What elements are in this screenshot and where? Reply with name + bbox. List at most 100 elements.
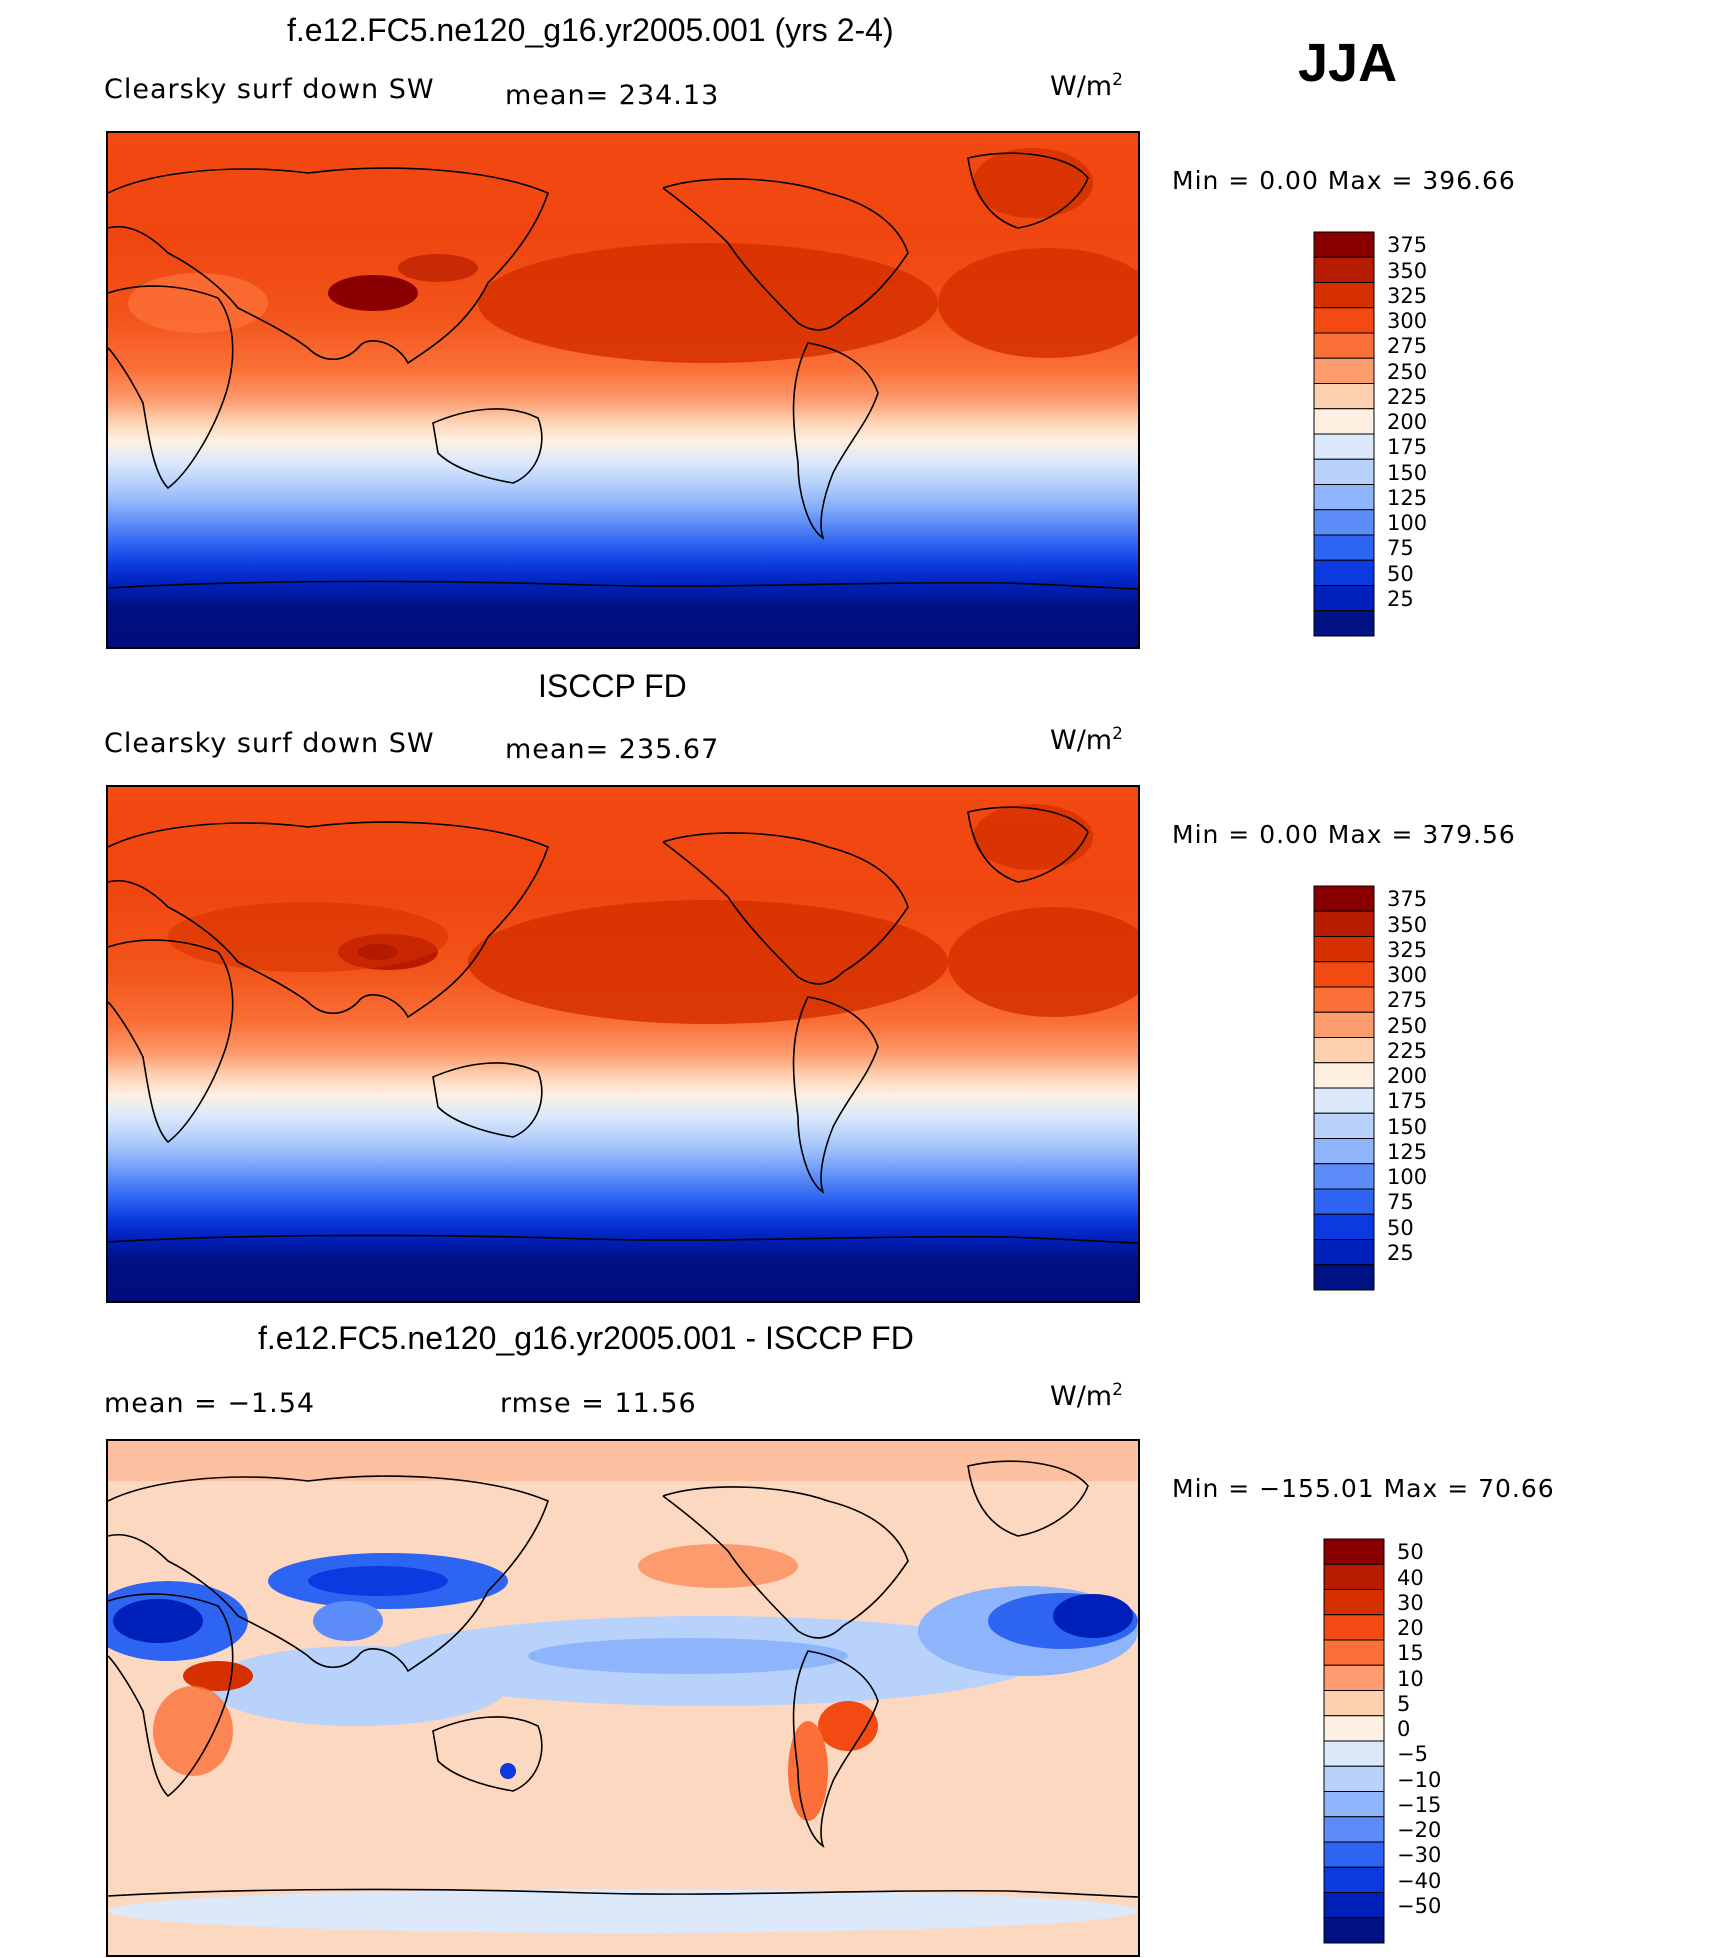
coastlines [108,1460,1138,1898]
colorbar-box [1323,1866,1385,1893]
colorbar-box [1313,1138,1375,1165]
panel3-map-svg [108,1441,1138,1955]
colorbar-label: 350 [1387,258,1428,283]
colorbar-label: 150 [1387,460,1428,485]
australia-coast [432,408,543,484]
australia-coast [432,1062,543,1138]
colorbar-label: 150 [1387,1114,1428,1139]
panel1-units: W/m2 [1050,70,1123,102]
africa-coast [108,939,234,1144]
antarctica-coast [108,1888,1138,1898]
coastlines [108,806,1138,1244]
colorbar-box [1313,307,1375,334]
colorbar-label: 350 [1387,912,1428,937]
colorbar-box [1323,1690,1385,1717]
colorbar-label: −10 [1397,1767,1442,1792]
atlantic-negative-deep [1053,1594,1133,1638]
panel3-mean: mean = −1.54 [104,1388,316,1419]
colorbar-box [1323,1791,1385,1818]
tibet-maximum [328,275,418,311]
colorbar-box [1313,509,1375,536]
field-background [108,787,1138,1301]
pacific-maximum [478,243,938,363]
colorbar-box [1313,433,1375,460]
brazil-positive [818,1701,878,1751]
colorbar-box [1313,986,1375,1013]
colorbar-box [1313,610,1375,637]
colorbar-box [1313,1062,1375,1089]
atlantic-maximum [948,907,1138,1017]
colorbar-label: 75 [1387,1190,1414,1215]
asia-negative-core [308,1566,448,1596]
greenland-maximum [973,804,1093,870]
colorbar-box [1313,383,1375,410]
panel1-map-svg [108,133,1138,647]
colorbar-box [1323,1538,1385,1565]
colorbar-label: 250 [1387,359,1428,384]
colorbar-label: 0 [1397,1717,1411,1741]
colorbar-label: 200 [1387,410,1428,434]
colorbar-box [1323,1639,1385,1666]
australia-coast [432,1716,543,1792]
colorbar-box [1313,1087,1375,1114]
north-america-coast [662,1486,909,1639]
colorbar-label: 225 [1387,1038,1428,1063]
colorbar-box [1313,1213,1375,1240]
colorbar-label: 375 [1387,233,1428,258]
colorbar-box [1323,1841,1385,1868]
colorbar-box [1323,1589,1385,1616]
south-america-coast [792,996,879,1194]
colorbar-label: 300 [1387,963,1428,987]
andes-positive [788,1721,828,1821]
asia-band [168,902,448,972]
colorbar-box [1313,282,1375,309]
colorbar-label: 125 [1387,485,1428,510]
panel2-map [106,785,1140,1303]
colorbar-box [1313,559,1375,586]
units-exponent: 2 [1112,70,1123,90]
colorbar-label: 100 [1387,1165,1428,1189]
atlantic-maximum [938,248,1138,358]
north-america-coast [662,832,909,985]
colorbar-box [1313,1264,1375,1291]
colorbar-label: 50 [1387,561,1414,586]
colorbar-box [1313,885,1375,912]
colorbar-box [1313,534,1375,561]
colorbar-label: −5 [1397,1742,1428,1767]
pacific-maximum [468,900,948,1024]
colorbar-label: 225 [1387,384,1428,409]
india-negative [313,1601,383,1641]
panel3-rmse: rmse = 11.56 [500,1388,697,1419]
units-base: W/m [1050,725,1113,756]
colorbar-label: 50 [1397,1540,1424,1565]
eurasia-coast [108,1475,549,1673]
panel2-colorbar-svg [1313,885,1375,1291]
colorbar-label: 100 [1387,511,1428,535]
eurasia-coast [108,821,549,1019]
colorbar-box [1313,256,1375,283]
greenland-maximum [973,148,1093,218]
colorbar-box [1313,961,1375,988]
panel3-map [106,1439,1140,1957]
africa-coast [108,285,234,490]
colorbar-box [1323,1664,1385,1691]
panel3-colorbar-svg [1323,1538,1385,1944]
colorbar-label: 30 [1397,1590,1424,1615]
panel2-units: W/m2 [1050,724,1123,756]
colorbar-label: 40 [1397,1565,1424,1590]
north-pacific-positive [638,1544,798,1588]
colorbar-label: 325 [1387,937,1428,962]
colorbar-box [1323,1917,1385,1944]
north-america-coast [662,178,909,331]
colorbar-box [1313,1037,1375,1064]
greenland-coast [967,152,1089,229]
colorbar-label: 10 [1397,1666,1424,1691]
colorbar-box [1313,1011,1375,1038]
colorbar-label: 200 [1387,1064,1428,1088]
colorbar-box [1313,936,1375,963]
colorbar-label: 75 [1387,536,1414,561]
colorbar-label: 175 [1387,435,1428,460]
units-base: W/m [1050,71,1113,102]
colorbar-label: 5 [1397,1691,1411,1716]
colorbar-box [1323,1740,1385,1767]
